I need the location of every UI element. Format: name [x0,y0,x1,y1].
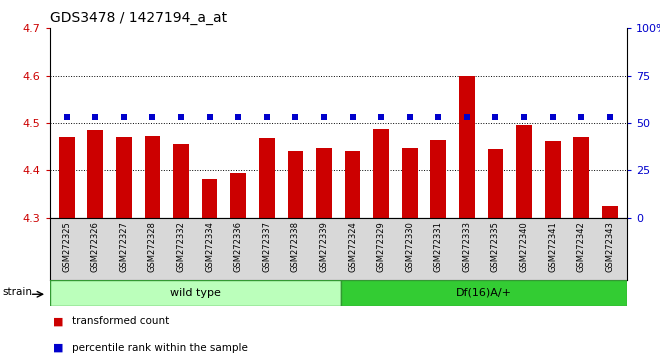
Text: GSM272328: GSM272328 [148,221,157,272]
Bar [145,136,160,218]
Text: GSM272335: GSM272335 [491,221,500,272]
Bar [87,130,103,218]
Bar [288,152,303,218]
Text: percentile rank within the sample: percentile rank within the sample [72,343,248,353]
Bar [202,179,217,218]
Text: GSM272334: GSM272334 [205,221,214,272]
Text: GSM272342: GSM272342 [577,221,586,272]
Text: ■: ■ [53,316,63,326]
Text: GDS3478 / 1427194_a_at: GDS3478 / 1427194_a_at [50,11,226,25]
Text: GSM272338: GSM272338 [291,221,300,272]
Bar [544,141,560,218]
Bar [516,125,532,218]
Text: GSM272330: GSM272330 [405,221,414,272]
Text: wild type: wild type [170,288,220,298]
Bar [345,152,360,218]
Text: GSM272337: GSM272337 [262,221,271,272]
Bar [173,144,189,218]
Bar [459,76,475,218]
Text: GSM272326: GSM272326 [90,221,100,272]
Bar [402,148,418,218]
Bar [50,280,341,306]
Bar [116,137,132,218]
Text: ■: ■ [53,343,63,353]
Text: GSM272343: GSM272343 [605,221,614,272]
Text: GSM272332: GSM272332 [176,221,185,272]
Bar [230,173,246,218]
Text: Df(16)A/+: Df(16)A/+ [456,288,512,298]
Bar [374,129,389,218]
Text: GSM272325: GSM272325 [62,221,71,272]
Bar [602,206,618,218]
Bar [259,138,275,218]
Text: GSM272324: GSM272324 [348,221,357,272]
Bar [574,137,589,218]
Bar [341,280,627,306]
Text: GSM272333: GSM272333 [463,221,471,272]
Bar [430,139,446,218]
Text: strain: strain [3,287,32,297]
Text: GSM272329: GSM272329 [377,221,385,272]
Text: GSM272341: GSM272341 [548,221,557,272]
Text: GSM272339: GSM272339 [319,221,329,272]
Text: GSM272336: GSM272336 [234,221,243,272]
Text: transformed count: transformed count [72,316,169,326]
Bar [488,149,504,218]
Text: GSM272327: GSM272327 [119,221,128,272]
Bar [316,148,332,218]
Text: GSM272331: GSM272331 [434,221,443,272]
Text: GSM272340: GSM272340 [519,221,529,272]
Bar [59,137,75,218]
